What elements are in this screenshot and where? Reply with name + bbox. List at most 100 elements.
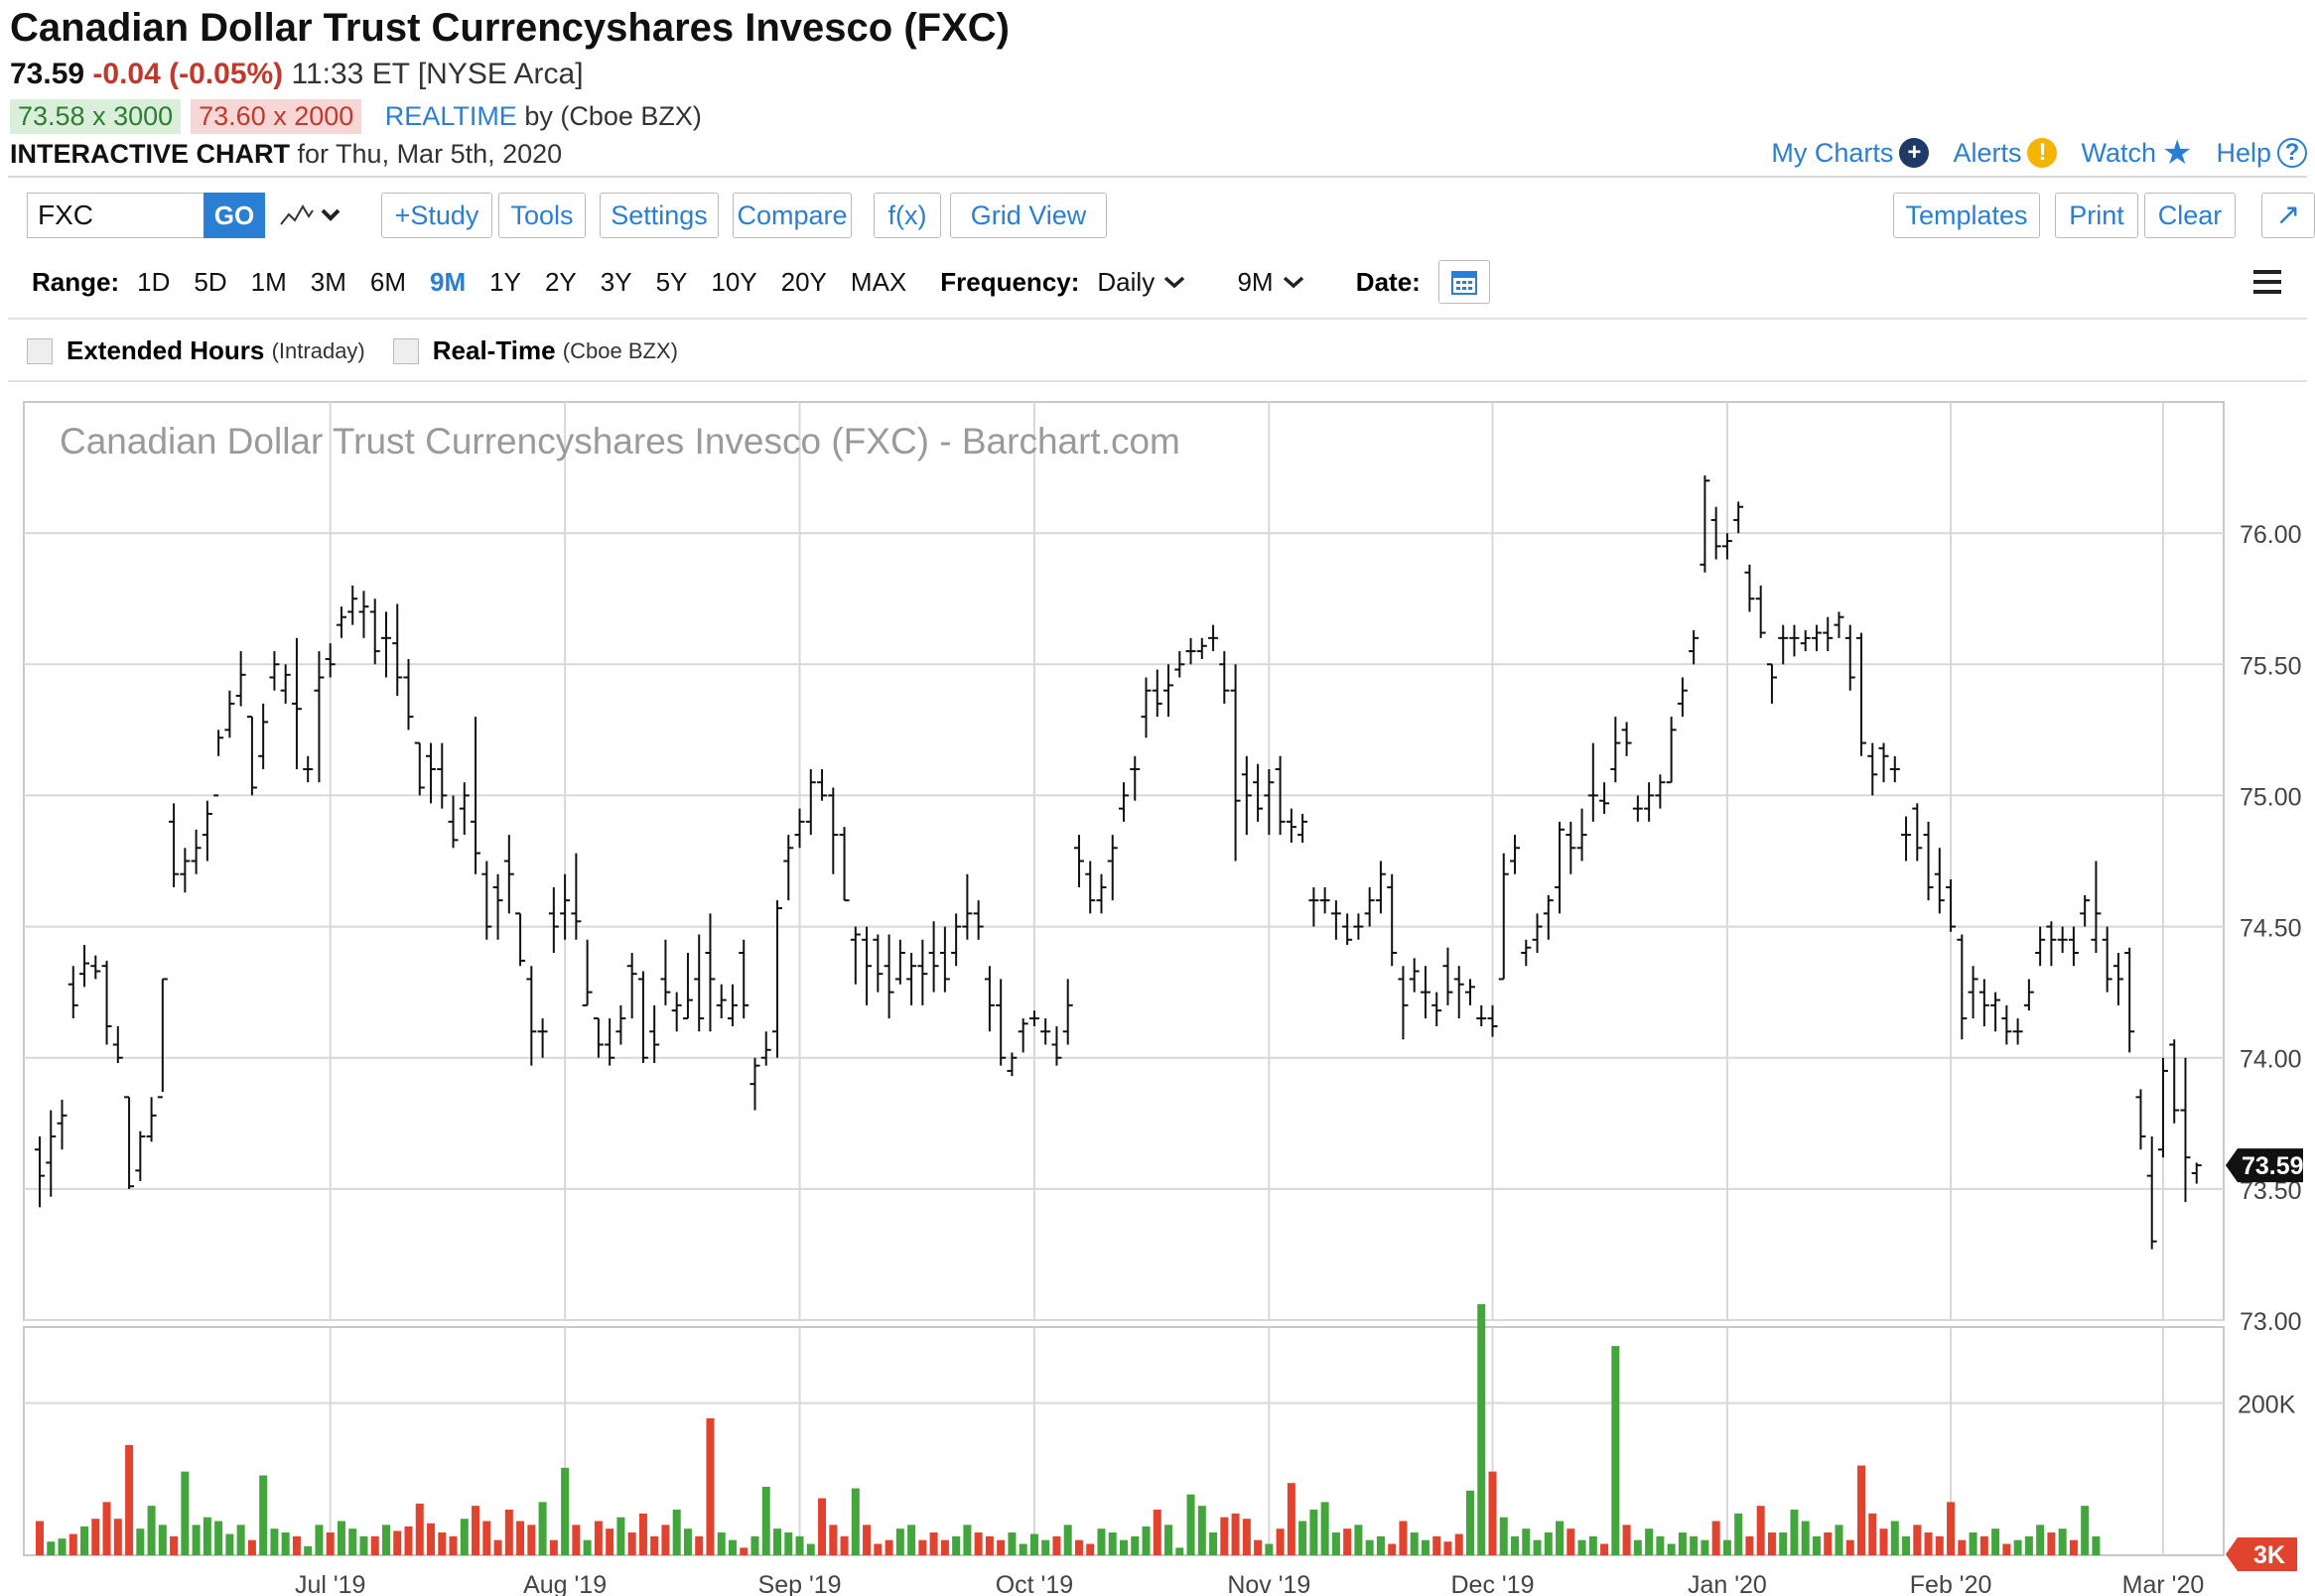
volume-bar xyxy=(740,1547,749,1555)
volume-bar xyxy=(773,1529,782,1555)
compare-button[interactable]: Compare xyxy=(733,193,852,238)
volume-bar xyxy=(2092,1535,2101,1555)
range-item-2y[interactable]: 2Y xyxy=(544,266,577,297)
volume-bar xyxy=(761,1487,770,1555)
volume-bar xyxy=(661,1525,670,1555)
ask-badge: 73.60 x 2000 xyxy=(191,99,362,134)
volume-bar xyxy=(68,1533,77,1555)
y-tick-label: 74.00 xyxy=(2240,1046,2302,1074)
templates-button[interactable]: Templates xyxy=(1893,193,2040,238)
volume-bar xyxy=(472,1506,480,1555)
period-select[interactable]: 9M xyxy=(1237,267,1305,298)
last-price-label: 73.59 xyxy=(2242,1152,2304,1180)
volume-bar xyxy=(1153,1510,1161,1555)
volume-bar xyxy=(1667,1543,1676,1555)
volume-bar xyxy=(292,1535,301,1555)
volume-bar xyxy=(874,1543,883,1555)
fx-button[interactable]: f(x) xyxy=(874,193,941,238)
volume-bar xyxy=(2013,1539,2022,1555)
ohlc-bars xyxy=(35,475,2202,1250)
range-item-5d[interactable]: 5D xyxy=(194,266,227,297)
volume-bar xyxy=(381,1525,390,1555)
go-button[interactable]: GO xyxy=(204,193,265,238)
volume-bar xyxy=(606,1529,614,1555)
y-tick-label: 73.00 xyxy=(2240,1308,2302,1336)
volume-bar xyxy=(427,1523,436,1555)
volume-bar xyxy=(750,1535,759,1555)
range-item-3y[interactable]: 3Y xyxy=(600,266,632,297)
watch-link[interactable]: Watch ★ xyxy=(2081,133,2192,173)
volume-bar xyxy=(449,1535,458,1555)
range-item-1m[interactable]: 1M xyxy=(250,266,287,297)
volume-bar xyxy=(1947,1502,1956,1555)
range-item-max[interactable]: MAX xyxy=(850,266,907,297)
volume-bar xyxy=(1845,1539,1854,1555)
symbol-input[interactable]: FXC xyxy=(27,193,215,238)
volume-bar xyxy=(1086,1543,1095,1555)
alerts-link[interactable]: Alerts ! xyxy=(1953,138,2058,169)
range-item-20y[interactable]: 20Y xyxy=(780,266,827,297)
realtime-checkbox[interactable] xyxy=(392,337,419,364)
frequency-select[interactable]: Daily xyxy=(1097,267,1187,298)
study-button[interactable]: +Study xyxy=(381,193,492,238)
volume-bar xyxy=(2069,1539,2078,1555)
range-item-9m[interactable]: 9M xyxy=(430,266,467,297)
volume-bar xyxy=(974,1532,983,1555)
volume-bar xyxy=(1454,1533,1463,1555)
volume-bar xyxy=(1209,1532,1218,1555)
tools-button[interactable]: Tools xyxy=(498,193,586,238)
extended-hours-checkbox[interactable] xyxy=(27,337,53,364)
volume-bar xyxy=(1432,1535,1441,1555)
volume-bar xyxy=(102,1502,111,1555)
print-button[interactable]: Print xyxy=(2055,193,2138,238)
volume-bar xyxy=(940,1539,949,1555)
volume-bar xyxy=(1611,1346,1620,1555)
settings-button[interactable]: Settings xyxy=(600,193,719,238)
volume-bar xyxy=(2024,1535,2033,1555)
help-link[interactable]: Help ? xyxy=(2216,138,2307,169)
volume-bar xyxy=(304,1545,313,1555)
volume-bar xyxy=(997,1539,1006,1555)
last-price: 73.59 xyxy=(10,58,85,90)
my-charts-link[interactable]: My Charts + xyxy=(1771,138,1930,169)
volume-bar xyxy=(1835,1525,1843,1555)
range-item-3m[interactable]: 3M xyxy=(310,266,346,297)
volume-bar xyxy=(516,1521,525,1555)
realtime-link[interactable]: REALTIME xyxy=(384,101,517,131)
extended-hours-note: (Intraday) xyxy=(271,337,365,363)
interactive-chart-title: INTERACTIVE CHART xyxy=(10,139,290,169)
volume-bar xyxy=(1701,1539,1709,1555)
volume-bar xyxy=(181,1471,190,1555)
range-item-1d[interactable]: 1D xyxy=(137,266,171,297)
range-item-5y[interactable]: 5Y xyxy=(655,266,688,297)
volume-bar xyxy=(1186,1494,1195,1555)
bid-ask-line: 73.58 x 3000 73.60 x 2000 REALTIME by (Cb… xyxy=(10,99,702,134)
interactive-chart-date: for Thu, Mar 5th, 2020 xyxy=(297,139,563,169)
volume-bar xyxy=(1958,1539,1967,1555)
x-tick-label: Dec '19 xyxy=(1451,1571,1535,1596)
volume-bar xyxy=(1890,1521,1899,1555)
line-chart-icon xyxy=(280,204,340,225)
range-item-1y[interactable]: 1Y xyxy=(489,266,521,297)
volume-bar xyxy=(337,1521,345,1555)
x-tick-label: Feb '20 xyxy=(1910,1571,1992,1596)
volume-bar xyxy=(1779,1532,1788,1555)
range-item-6m[interactable]: 6M xyxy=(369,266,406,297)
volume-bar xyxy=(683,1529,692,1555)
volume-bar xyxy=(370,1535,379,1555)
volume-bar xyxy=(527,1525,536,1555)
options-row: Extended Hours (Intraday) Real-Time (Cbo… xyxy=(27,335,678,366)
last-volume-label: 3K xyxy=(2253,1541,2285,1569)
extended-hours-label: Extended Hours xyxy=(67,335,265,365)
volume-bar xyxy=(1197,1506,1206,1555)
volume-bar xyxy=(1566,1529,1575,1555)
clear-button[interactable]: Clear xyxy=(2144,193,2236,238)
volume-bar xyxy=(1388,1543,1397,1555)
grid-view-button[interactable]: Grid View xyxy=(950,193,1107,238)
date-picker-button[interactable] xyxy=(1437,260,1490,304)
range-item-10y[interactable]: 10Y xyxy=(711,266,757,297)
volume-bar xyxy=(963,1525,972,1555)
menu-icon[interactable] xyxy=(2253,270,2281,300)
chart-type-dropdown[interactable] xyxy=(277,193,350,238)
